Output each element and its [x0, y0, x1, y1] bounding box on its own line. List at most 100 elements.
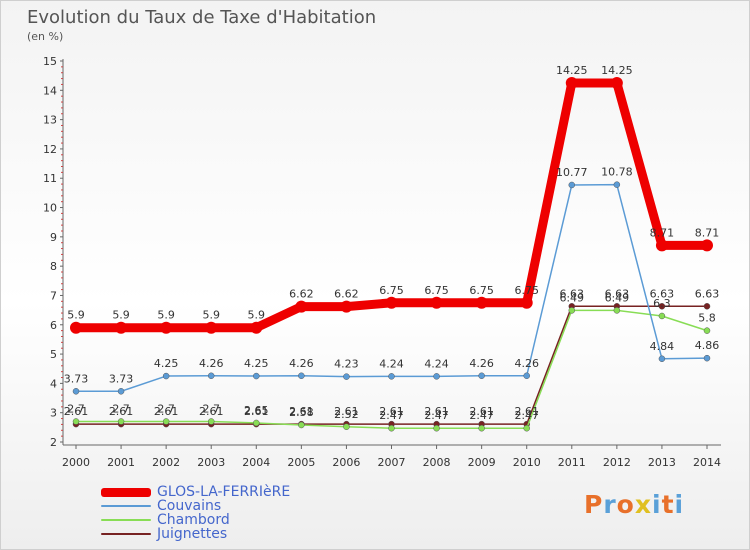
legend-label-couvains: Couvains	[157, 498, 222, 514]
data-label: 2.58	[289, 406, 314, 419]
y-tick-label: 8	[50, 260, 57, 273]
y-tick-label: 13	[43, 114, 57, 127]
y-tick-label: 7	[50, 289, 57, 302]
data-point	[703, 354, 711, 362]
data-point	[298, 372, 305, 380]
data-label: 8.71	[695, 226, 720, 239]
legend-item-chambord: Chambord	[101, 512, 290, 528]
data-point	[343, 373, 350, 380]
data-point	[565, 76, 578, 89]
logo-letter: P	[584, 490, 604, 519]
data-label: 2.61	[244, 405, 269, 418]
x-tick-label: 2009	[468, 456, 496, 469]
data-label: 5.9	[248, 309, 266, 322]
data-label: 6.63	[650, 287, 675, 300]
data-label: 2.47	[379, 409, 404, 422]
data-point	[433, 373, 440, 380]
data-label: 4.25	[154, 357, 179, 370]
data-point	[655, 239, 668, 252]
data-label: 2.61	[289, 405, 314, 418]
data-label: 6.75	[379, 284, 404, 297]
data-point	[162, 372, 170, 380]
data-label: 2.47	[469, 409, 494, 422]
x-tick-label: 2014	[693, 456, 721, 469]
data-label: 6.75	[514, 284, 539, 297]
data-label: 4.26	[469, 357, 494, 370]
data-point	[388, 424, 395, 432]
data-label: 2.47	[514, 409, 539, 422]
data-label: 4.84	[650, 340, 675, 353]
data-point	[207, 418, 215, 425]
y-tick-label: 9	[50, 231, 57, 244]
data-point	[613, 307, 621, 314]
y-tick-label: 6	[50, 319, 57, 332]
x-tick-label: 2005	[287, 456, 315, 469]
data-point	[520, 296, 533, 309]
data-label: 4.26	[289, 357, 314, 370]
x-tick-label: 2004	[242, 456, 270, 469]
x-tick-label: 2013	[648, 456, 676, 469]
data-label: 6.3	[653, 297, 671, 310]
data-label: 2.7	[112, 402, 130, 415]
y-tick-label: 4	[50, 377, 57, 390]
data-label: 4.26	[514, 357, 539, 370]
logo-letter: i	[652, 490, 662, 519]
y-tick-label: 11	[43, 172, 57, 185]
legend-label-glos: GLOS-LA-FERRIèRE	[157, 484, 291, 500]
x-tick-label: 2001	[107, 456, 135, 469]
data-label: 3.73	[64, 372, 89, 385]
data-label: 2.61	[154, 405, 179, 418]
x-tick-label: 2011	[558, 456, 586, 469]
data-label: 4.86	[695, 339, 720, 352]
y-tick-label: 15	[43, 55, 57, 68]
legend-item-juignettes: Juignettes	[101, 526, 290, 542]
x-tick-label: 2010	[513, 456, 541, 469]
logo-letter: x	[634, 490, 652, 519]
data-point	[478, 424, 485, 432]
data-point	[658, 355, 666, 363]
y-tick-label: 14	[43, 84, 57, 97]
data-label: 2.7	[67, 402, 85, 415]
data-point	[253, 372, 260, 380]
data-label: 5.9	[67, 309, 85, 322]
data-point	[703, 327, 711, 334]
data-point	[207, 372, 215, 380]
data-label: 5.9	[157, 309, 175, 322]
legend-swatch-chambord	[101, 519, 151, 521]
data-point	[70, 321, 82, 334]
data-point	[613, 181, 621, 188]
data-label: 2.61	[469, 405, 494, 418]
y-tick-label: 10	[43, 202, 57, 215]
legend-swatch-couvains	[101, 505, 151, 507]
proxiti-logo: Proxiti	[584, 490, 684, 519]
data-label: 5.9	[202, 309, 220, 322]
chart-title: Evolution du Taux de Taxe d'Habitation	[27, 7, 377, 28]
data-point	[385, 296, 398, 309]
data-point	[205, 321, 218, 334]
x-tick-label: 2002	[152, 456, 180, 469]
data-point	[117, 388, 125, 395]
data-label: 6.49	[605, 291, 630, 304]
data-point	[658, 303, 666, 310]
data-label: 6.75	[469, 284, 494, 297]
legend-item-glos: GLOS-LA-FERRIèRE	[101, 484, 291, 500]
data-label: 4.24	[424, 357, 449, 370]
logo-letter: r	[603, 490, 617, 519]
data-label: 4.23	[334, 358, 359, 371]
x-tick-label: 2006	[332, 456, 360, 469]
data-label: 2.61	[199, 405, 224, 418]
data-label: 6.63	[605, 287, 630, 300]
x-tick-label: 2012	[603, 456, 631, 469]
data-point	[703, 303, 711, 310]
legend-swatch-juignettes	[101, 533, 151, 535]
data-label: 5.9	[112, 309, 130, 322]
data-label: 2.61	[64, 405, 89, 418]
data-point	[298, 421, 305, 429]
data-point	[343, 423, 350, 431]
data-point	[475, 296, 488, 309]
data-point	[162, 418, 170, 425]
data-point	[295, 300, 308, 313]
data-point	[701, 239, 713, 252]
logo-letter: i	[674, 490, 685, 519]
data-label: 14.25	[556, 64, 588, 77]
